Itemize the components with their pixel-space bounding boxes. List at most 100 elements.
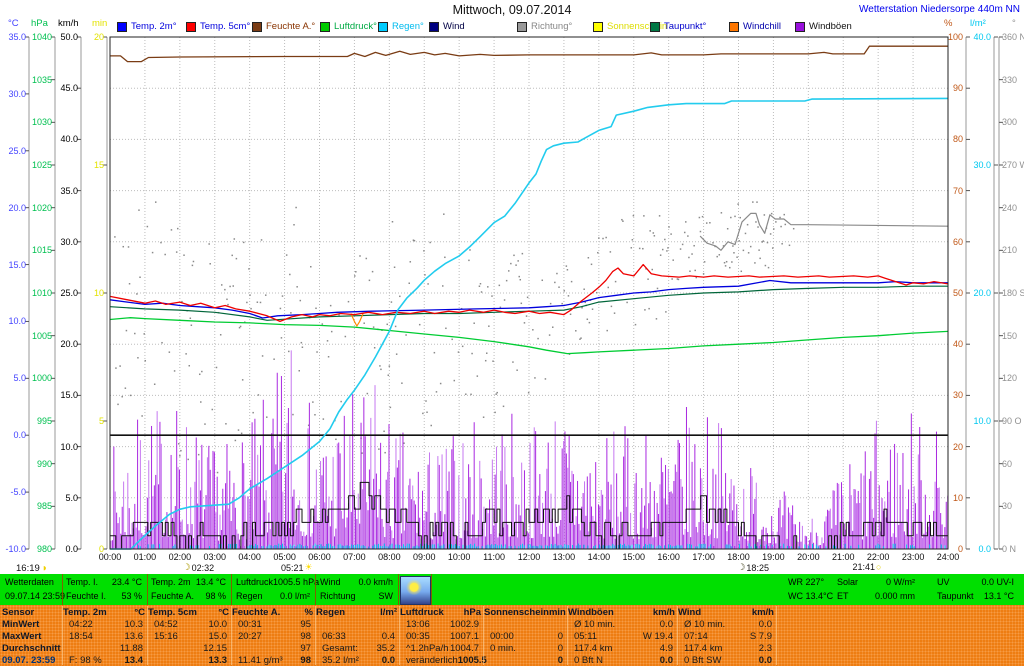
richtung-dot xyxy=(330,305,332,307)
stats-cell-value: 1002.9 xyxy=(450,619,481,630)
richtung-dot xyxy=(542,280,544,282)
stats-col-unit: km/h xyxy=(752,607,774,618)
richtung-dot xyxy=(684,232,686,234)
richtung-dot xyxy=(238,429,240,431)
stats-col-header-windb-en: Windböenkm/h xyxy=(568,606,675,618)
richtung-dot xyxy=(373,326,375,328)
stats-col-name: Wind xyxy=(678,607,701,618)
tick-deg: 330 xyxy=(1002,76,1017,85)
infobar-separator xyxy=(62,574,63,605)
infobar-label: Temp. I. xyxy=(66,577,98,587)
richtung-dot xyxy=(408,282,410,284)
richtung-dot xyxy=(771,213,773,215)
stats-cell-time: Ø 10 min. xyxy=(568,619,615,630)
richtung-dot xyxy=(785,224,787,226)
x-tick-label: 15:00 xyxy=(622,552,645,562)
richtung-dot xyxy=(589,322,591,324)
richtung-dot xyxy=(510,263,512,265)
richtung-dot xyxy=(647,278,649,280)
legend-item-regen-: Regen° xyxy=(378,21,424,32)
richtung-dot xyxy=(425,400,427,402)
richtung-dot xyxy=(499,285,501,287)
infobar-label: Taupunkt xyxy=(937,591,974,601)
tick-deg: 150 xyxy=(1002,332,1017,341)
richtung-dot xyxy=(793,228,795,230)
axis-unit-pct: % xyxy=(944,18,952,29)
richtung-dot xyxy=(372,271,374,273)
richtung-dot xyxy=(328,356,330,358)
richtung-dot xyxy=(534,377,536,379)
stats-separator xyxy=(147,606,148,665)
infobar-label: Regen xyxy=(236,591,263,601)
x-tick-label: 21:00 xyxy=(832,552,855,562)
legend-item-temp-2m-: Temp. 2m° xyxy=(117,21,177,32)
richtung-dot xyxy=(471,353,473,355)
richtung-dot xyxy=(298,370,300,372)
moon-time: 16:19 xyxy=(16,563,40,574)
infobar-row: Luftdruck1005.5 hPa xyxy=(236,575,310,589)
tick-hPa: 990 xyxy=(0,460,52,469)
richtung-dot xyxy=(139,276,141,278)
richtung-dot xyxy=(687,235,689,237)
stats-cell: 04:5210.0 xyxy=(148,619,229,631)
x-tick-label: 12:00 xyxy=(518,552,541,562)
infobar-row: Regen0.0 l/m² xyxy=(236,589,310,603)
richtung-dot xyxy=(176,251,178,253)
x-tick-label: 00:00 xyxy=(99,552,122,562)
richtung-dot xyxy=(504,299,506,301)
richtung-dot xyxy=(295,207,297,209)
infobar-label: Wind xyxy=(320,577,341,587)
richtung-dot xyxy=(335,439,337,441)
richtung-dot xyxy=(248,268,250,270)
richtung-dot xyxy=(293,224,295,226)
infobar-cell-2: Temp. 2m13.4 °CFeuchte A.98 % xyxy=(148,574,230,605)
richtung-dot xyxy=(704,261,706,263)
x-tick-label: 11:00 xyxy=(483,552,505,562)
tick-lm2: 30.0 xyxy=(0,161,991,170)
richtung-dot xyxy=(361,452,363,454)
richtung-dot xyxy=(558,286,560,288)
richtung-dot xyxy=(672,259,674,261)
stats-row-label-text: MaxWert xyxy=(2,631,41,642)
infobar-separator xyxy=(315,574,316,605)
stats-col-name: Feuchte A. xyxy=(232,607,280,618)
tick-deg: 240 xyxy=(1002,204,1017,213)
stats-col-name: Luftdruck xyxy=(400,607,444,618)
infobar-row: ET0.000 mm xyxy=(837,589,915,603)
richtung-dot xyxy=(316,351,318,353)
x-tick-label: 20:00 xyxy=(797,552,820,562)
stats-row-label-text: Sensor xyxy=(2,607,34,618)
x-tick-label: 19:00 xyxy=(762,552,785,562)
infobar-label: UV xyxy=(937,577,950,587)
x-tick-label: 16:00 xyxy=(657,552,680,562)
stats-cell-time: 00:00 xyxy=(484,631,514,642)
richtung-dot xyxy=(721,212,723,214)
stats-cell-value: W 19.4 xyxy=(643,631,675,642)
richtung-dot xyxy=(200,401,202,403)
stats-col-unit: % xyxy=(305,607,313,618)
richtung-dot xyxy=(666,250,668,252)
infobar-label: Temp. 2m xyxy=(151,577,191,587)
stats-separator xyxy=(567,606,568,665)
sunrise-marker: 05:21☀ xyxy=(281,562,313,573)
richtung-dot xyxy=(639,248,641,250)
richtung-dot xyxy=(389,365,391,367)
stats-cell-time: 00:35 xyxy=(400,631,430,642)
current-conditions-bar: Wetterdaten09.07.14 23:59Temp. I.23.4 °C… xyxy=(0,574,1024,605)
richtung-dot xyxy=(235,440,237,442)
richtung-dot xyxy=(477,375,479,377)
stats-cell-value: 13.4 xyxy=(125,655,146,666)
richtung-dot xyxy=(570,314,572,316)
richtung-dot xyxy=(229,286,231,288)
richtung-dot xyxy=(300,300,302,302)
legend-label: Regen° xyxy=(392,21,424,32)
richtung-dot xyxy=(246,302,248,304)
richtung-dot xyxy=(469,249,471,251)
x-tick-label: 13:00 xyxy=(553,552,576,562)
richtung-dot xyxy=(631,247,633,249)
stats-col-unit: km/h xyxy=(653,607,675,618)
stats-cell: 00:351007.1 xyxy=(400,631,481,643)
richtung-dot xyxy=(252,412,254,414)
richtung-dot xyxy=(119,365,121,367)
stats-row-label-text: MinWert xyxy=(2,619,39,630)
